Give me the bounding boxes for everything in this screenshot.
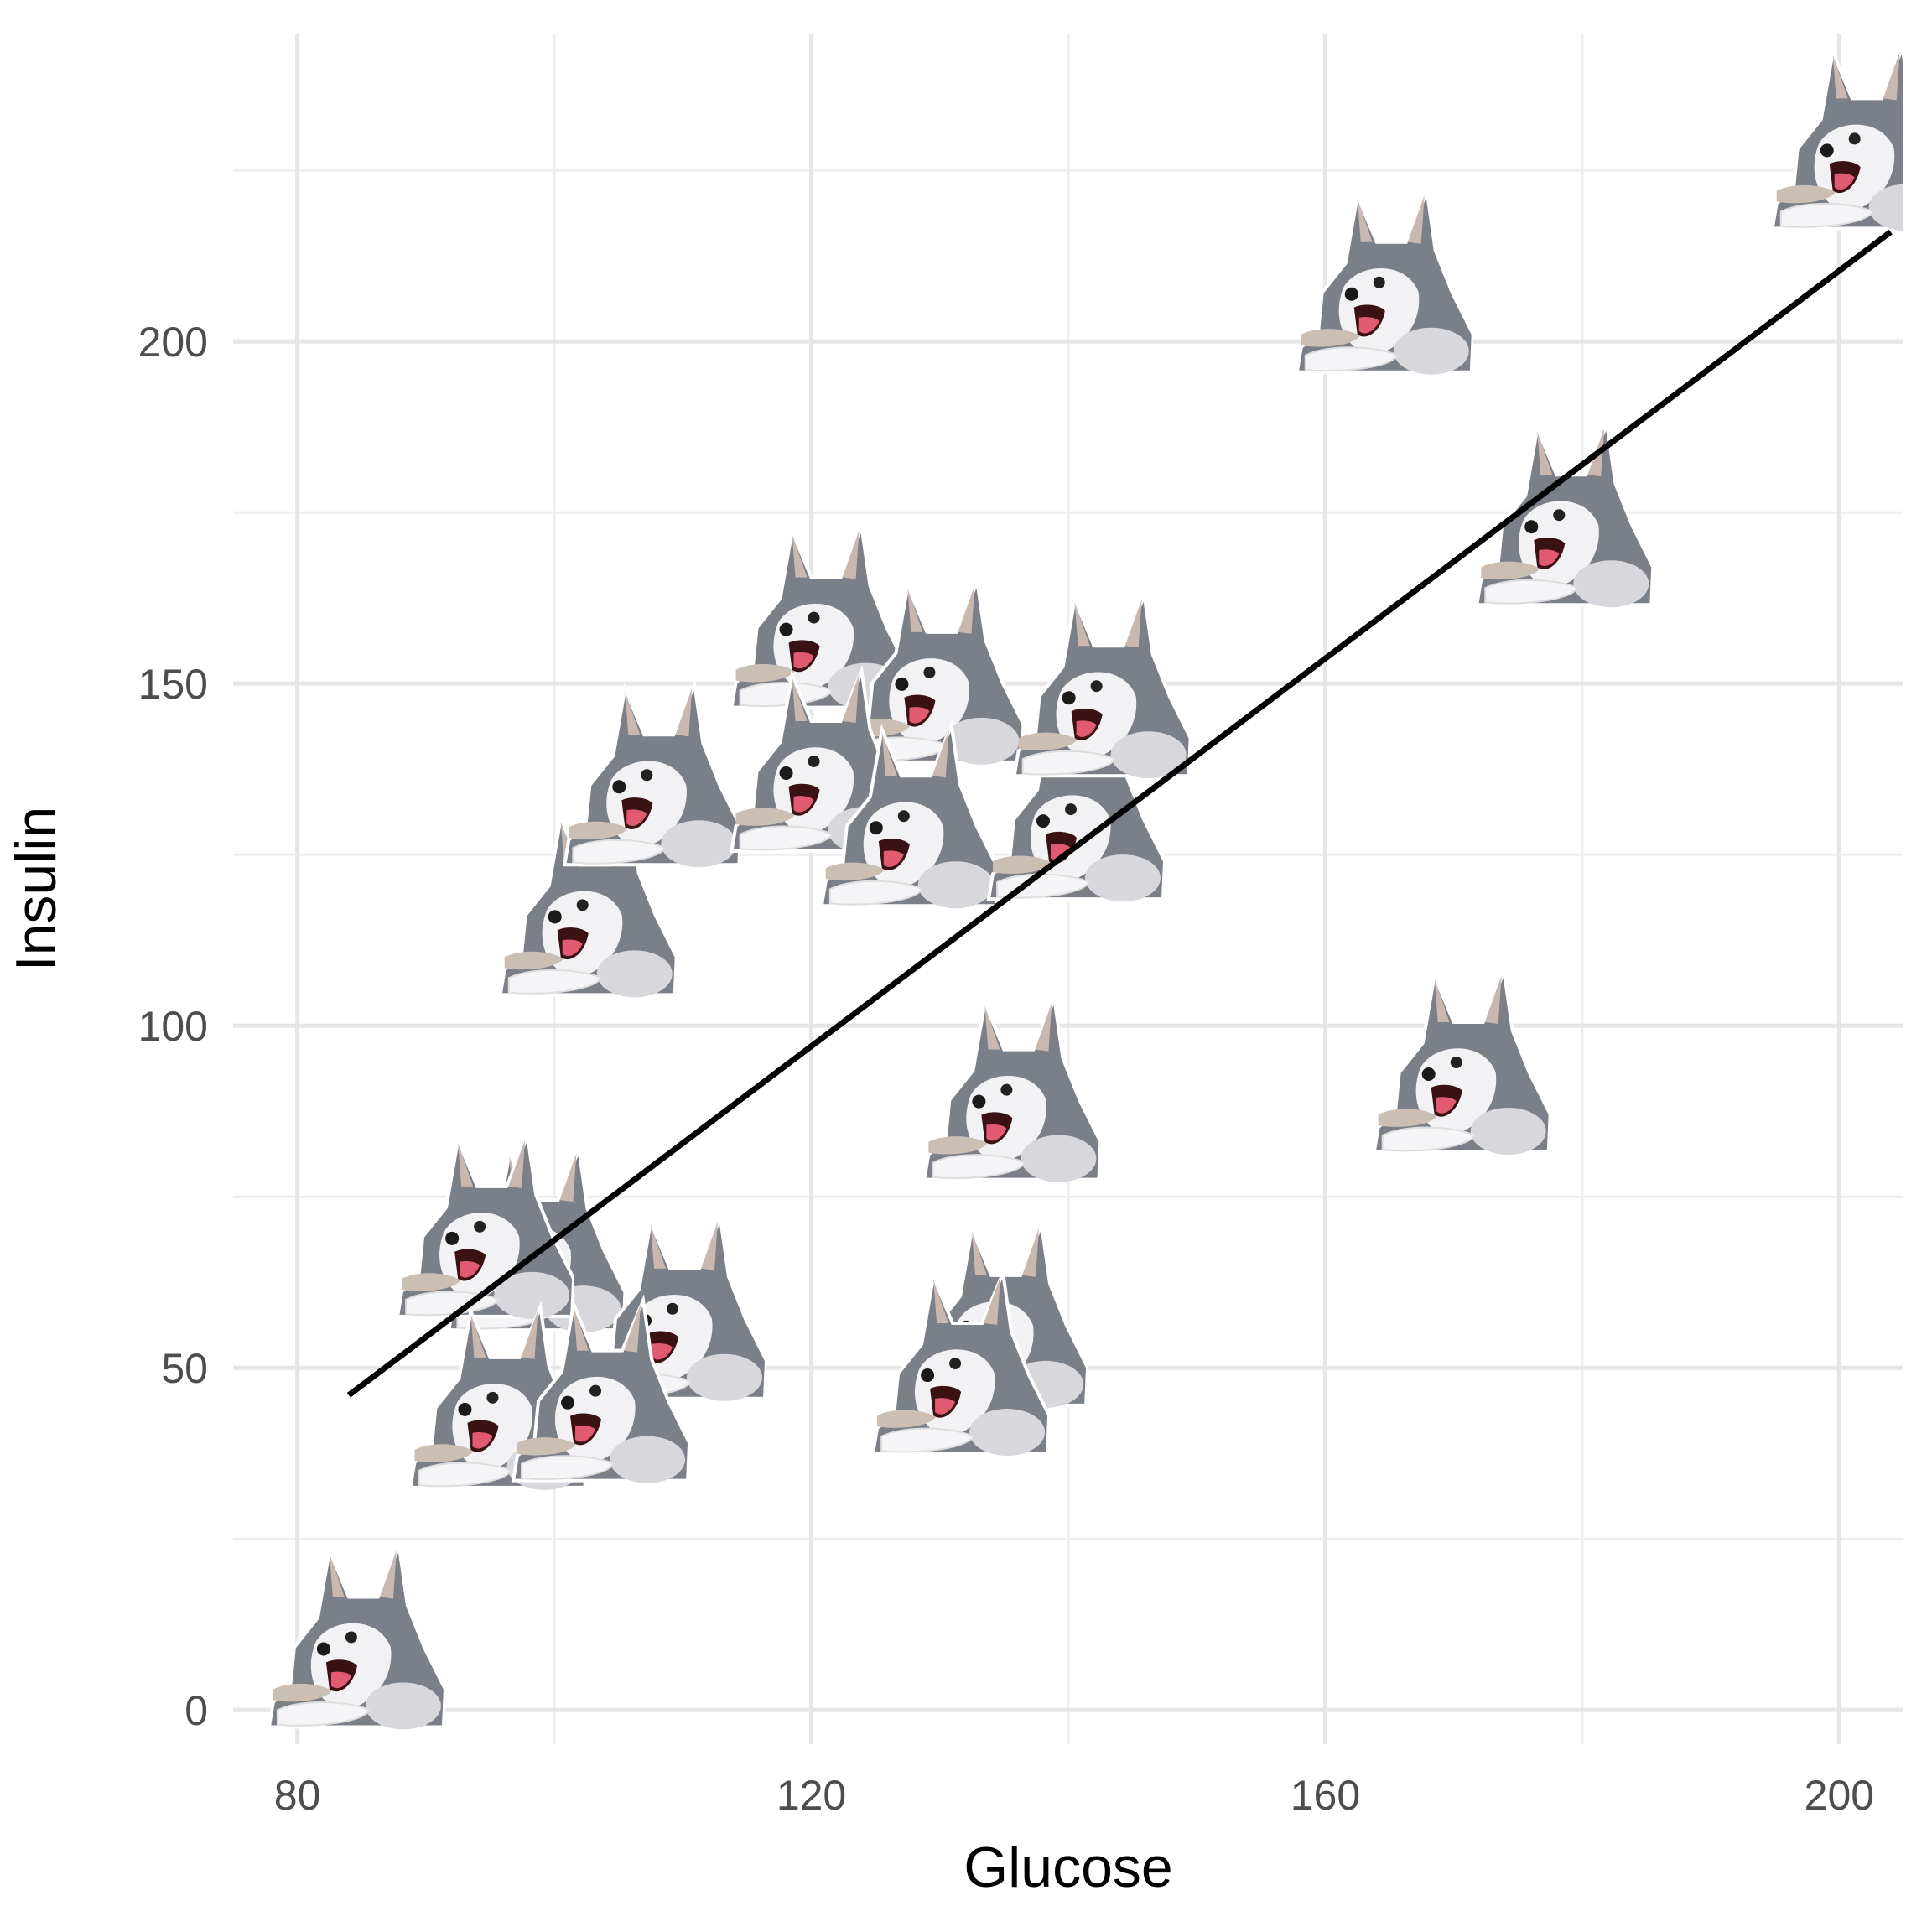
husky-dog-icon [563, 683, 741, 870]
husky-dog-icon [1012, 594, 1191, 781]
y-tick-label: 0 [184, 1687, 208, 1734]
husky-dog-icon [1770, 46, 1903, 233]
trend-line [346, 229, 1893, 1398]
y-axis-title: Insulin [4, 807, 68, 972]
x-tick-label: 120 [776, 1772, 846, 1819]
x-tick-label: 80 [274, 1772, 321, 1819]
x-axis-title: Glucose [963, 1836, 1172, 1899]
x-tick-label: 160 [1291, 1772, 1360, 1819]
trend-line-group [346, 229, 1893, 1398]
y-tick-label: 100 [138, 1003, 208, 1050]
husky-dog-icon [1372, 970, 1550, 1156]
y-tick-label: 200 [138, 319, 208, 366]
data-points [267, 46, 1903, 1732]
x-tick-label: 200 [1805, 1772, 1874, 1819]
husky-dog-icon [1475, 423, 1654, 610]
tick-labels: 80 120 160 200 0 50 100 150 200 [138, 319, 1875, 1819]
y-tick-label: 50 [161, 1345, 208, 1392]
y-tick-label: 150 [138, 661, 208, 708]
